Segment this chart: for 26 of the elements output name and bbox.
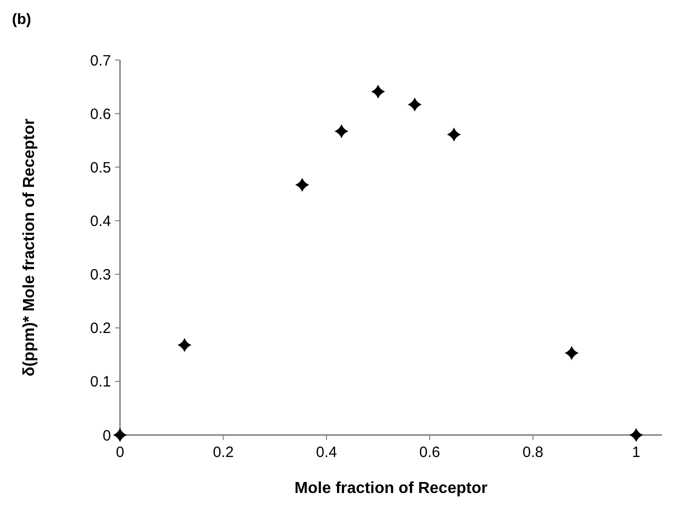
x-tick-label: 0 xyxy=(116,444,124,461)
y-tick-label: 0.6 xyxy=(90,106,111,123)
y-tick-label: 0.7 xyxy=(90,52,111,70)
x-tick-label: 0.6 xyxy=(419,444,440,461)
point xyxy=(178,338,192,352)
x-tick-label: 1 xyxy=(632,444,640,461)
y-tick-label: 0.4 xyxy=(90,212,111,230)
y-tick-label: 0.2 xyxy=(90,320,111,338)
y-tick-label: 0.3 xyxy=(90,266,111,284)
x-tick-label: 0.8 xyxy=(522,444,544,461)
x-tick-label: 0.4 xyxy=(316,444,337,461)
point xyxy=(629,428,644,442)
text: (b) xyxy=(12,11,32,28)
point xyxy=(408,97,422,112)
x-axis-title: Mole fraction of Receptor xyxy=(294,480,488,497)
point xyxy=(371,84,386,99)
point xyxy=(564,346,579,360)
x-tick-label: 0.2 xyxy=(212,444,234,461)
point xyxy=(334,124,348,138)
y-tick-label: 0.5 xyxy=(90,159,111,176)
y-axis-title: δ(ppm)* Mole fraction of Receptor xyxy=(21,118,38,376)
point xyxy=(295,178,310,192)
y-tick-label: 0.1 xyxy=(90,374,111,391)
point xyxy=(113,428,127,442)
y-tick-label: 0 xyxy=(102,427,111,444)
point xyxy=(446,127,461,142)
